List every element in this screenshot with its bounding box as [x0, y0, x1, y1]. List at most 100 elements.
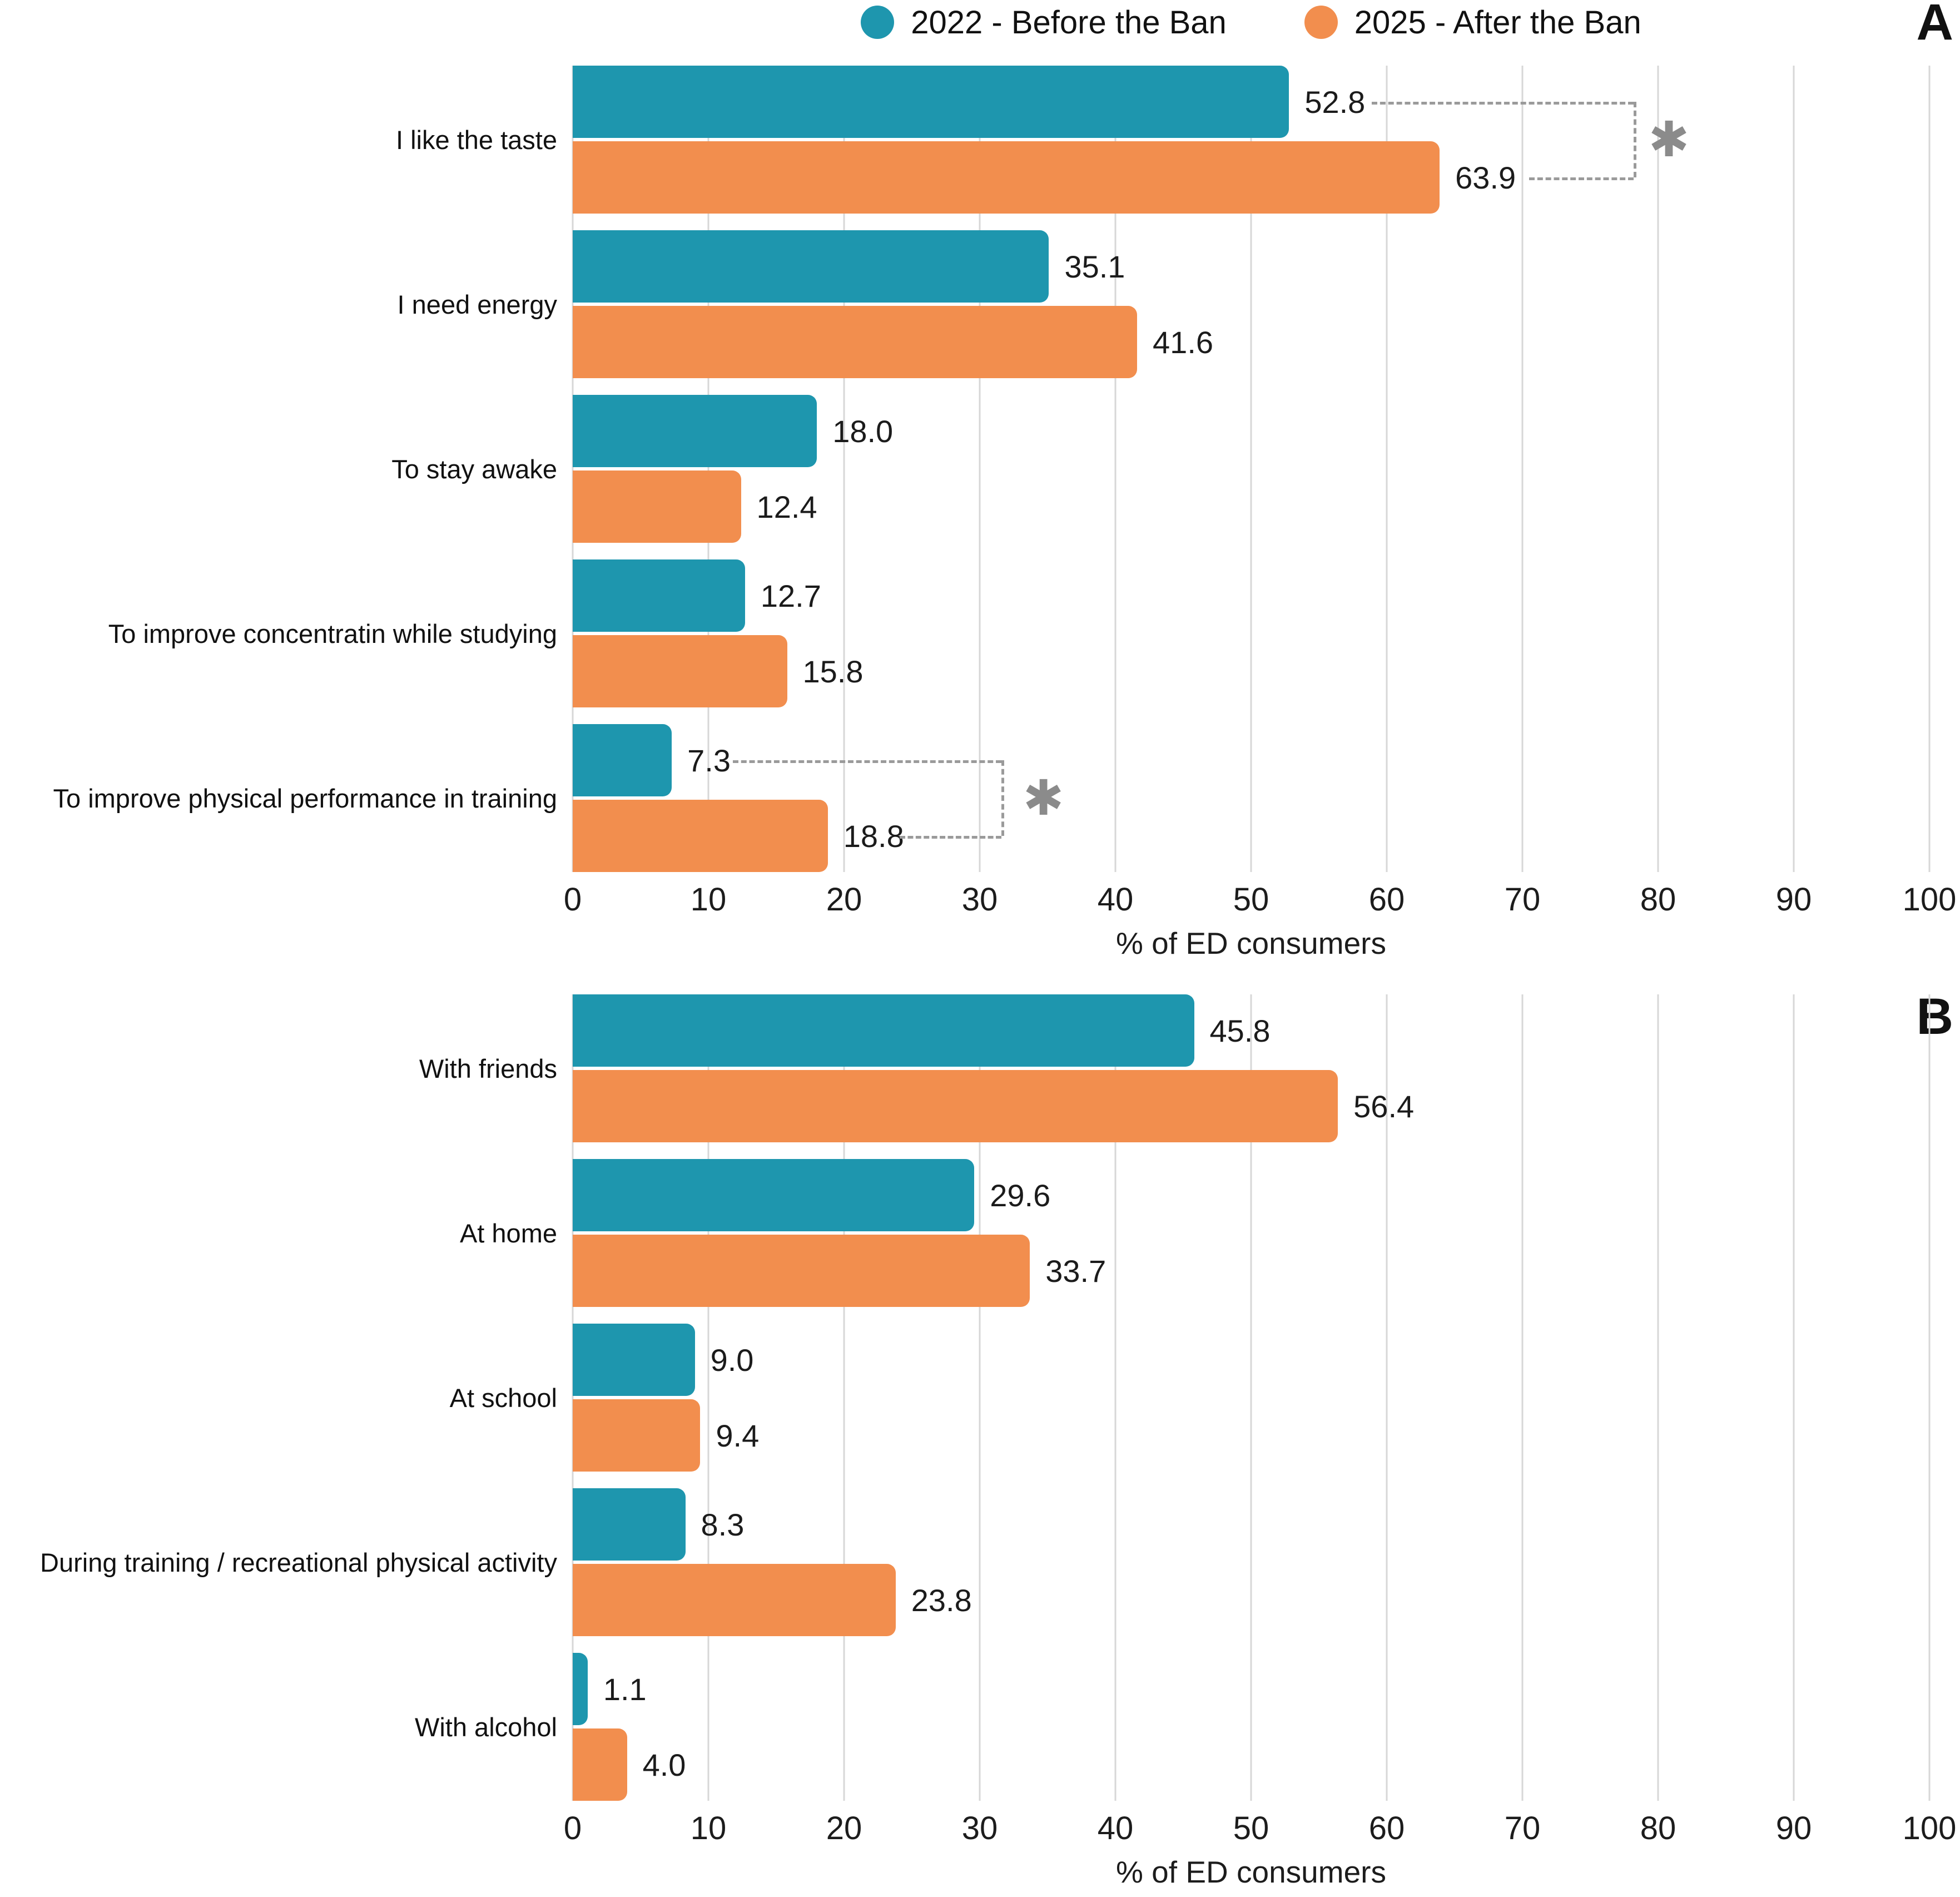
bar-line: 12.4 — [573, 470, 1929, 543]
bar-value-label: 23.8 — [911, 1582, 972, 1618]
panel-a: I like the taste 52.8 63.9 ✱ I need energy 35… — [0, 66, 1960, 961]
gridline — [1521, 994, 1524, 1801]
category-bars: 1.1 4.0 — [573, 1653, 1929, 1801]
gridline — [1793, 994, 1795, 1801]
bar-2025 — [573, 1235, 1030, 1307]
significance-bracket-bottom — [900, 836, 1002, 839]
category-label: To stay awake — [391, 454, 557, 484]
gridline — [979, 994, 981, 1801]
x-tick-label: 90 — [1775, 1810, 1812, 1846]
panel-b-letter: B — [1916, 988, 1953, 1045]
bar-line: 9.0 — [573, 1324, 1929, 1396]
bar-value-label: 29.6 — [990, 1177, 1051, 1213]
significance-bracket-vertical — [1001, 760, 1005, 836]
significance-bracket-top — [1372, 102, 1634, 105]
significance-asterisk: ✱ — [1648, 111, 1690, 168]
bar-line: 56.4 — [573, 1070, 1929, 1142]
gridline — [1114, 66, 1117, 872]
category-group: To stay awake 18.0 12.4 — [0, 395, 1960, 543]
category-bars: 9.0 9.4 — [573, 1324, 1929, 1472]
bar-value-label: 52.8 — [1304, 84, 1366, 120]
x-tick-label: 40 — [1097, 881, 1134, 918]
gridline — [1250, 66, 1252, 872]
panel-b-xaxis-title: % of ED consumers — [1115, 1855, 1386, 1889]
category-label: With friends — [419, 1053, 557, 1083]
significance-asterisk: ✱ — [1023, 769, 1064, 826]
x-tick-label: 80 — [1640, 881, 1676, 918]
bar-line: 63.9 — [573, 141, 1929, 214]
panel-a-plot: I like the taste 52.8 63.9 ✱ I need energy 35… — [0, 66, 1960, 872]
category-bars: 45.8 56.4 — [573, 994, 1929, 1142]
category-label: With alcohol — [415, 1712, 557, 1742]
category-label: During training / recreational physical … — [40, 1547, 557, 1577]
x-tick-label: 90 — [1775, 881, 1812, 918]
legend-label-2022: 2022 - Before the Ban — [911, 4, 1227, 41]
significance-bracket-vertical — [1634, 102, 1637, 177]
x-tick-label: 30 — [961, 1810, 998, 1846]
x-tick-label: 100 — [1902, 881, 1957, 918]
gridline — [1386, 994, 1388, 1801]
legend-item-2022: 2022 - Before the Ban — [861, 4, 1227, 41]
bar-value-label: 12.4 — [756, 489, 817, 524]
bar-2022 — [573, 724, 672, 796]
bar-line: 35.1 — [573, 230, 1929, 303]
category-bars: 35.1 41.6 — [573, 230, 1929, 378]
gridline — [1657, 994, 1659, 1801]
bar-value-label: 9.4 — [716, 1418, 760, 1453]
bar-line: 8.3 — [573, 1488, 1929, 1561]
category-bars: 12.7 15.8 — [573, 559, 1929, 707]
bar-line: 4.0 — [573, 1728, 1929, 1801]
x-tick-label: 100 — [1902, 1810, 1957, 1846]
gridline — [979, 66, 981, 872]
gridline — [1521, 66, 1524, 872]
bar-value-label: 18.8 — [843, 818, 904, 854]
bar-2022 — [573, 559, 745, 632]
gridline — [1928, 66, 1931, 872]
x-tick-label: 70 — [1504, 881, 1541, 918]
category-group: To improve physical performance in train… — [0, 724, 1960, 872]
bar-value-label: 63.9 — [1455, 160, 1516, 195]
bar-value-label: 4.0 — [642, 1747, 686, 1782]
x-tick-label: 50 — [1233, 881, 1269, 918]
bar-line: 9.4 — [573, 1399, 1929, 1472]
legend-circle-2022-icon — [861, 6, 895, 39]
category-label: At home — [459, 1218, 557, 1248]
category-label: At school — [449, 1383, 557, 1413]
x-tick-label: 20 — [826, 881, 862, 918]
bar-2022 — [573, 230, 1049, 303]
bar-value-label: 9.0 — [710, 1342, 754, 1378]
panel-a-groups: I like the taste 52.8 63.9 ✱ I need energy 35… — [0, 66, 1960, 872]
x-tick-label: 20 — [826, 1810, 862, 1846]
bar-2022 — [573, 1324, 695, 1396]
bar-2025 — [573, 635, 787, 707]
bar-value-label: 1.1 — [603, 1671, 647, 1707]
bar-value-label: 41.6 — [1153, 324, 1214, 360]
category-group: I like the taste 52.8 63.9 ✱ — [0, 66, 1960, 214]
bar-line: 33.7 — [573, 1235, 1929, 1307]
category-group: I need energy 35.1 41.6 — [0, 230, 1960, 378]
bar-2022 — [573, 1653, 588, 1725]
gridline — [1250, 994, 1252, 1801]
bar-line: 15.8 — [573, 635, 1929, 707]
panel-b: B With friends 45.8 56.4 At home 29.6 33.7 At … — [0, 988, 1960, 1890]
x-tick-label: 80 — [1640, 1810, 1676, 1846]
category-bars: 7.3 18.8 ✱ — [573, 724, 1929, 872]
bar-2025 — [573, 470, 741, 543]
bar-line: 29.6 — [573, 1159, 1929, 1231]
bar-line: 45.8 — [573, 994, 1929, 1067]
category-group: During training / recreational physical … — [0, 1488, 1960, 1636]
category-group: At school 9.0 9.4 — [0, 1324, 1960, 1472]
bar-value-label: 33.7 — [1045, 1253, 1106, 1289]
bar-2022 — [573, 395, 817, 467]
x-tick-label: 30 — [961, 881, 998, 918]
bar-2022 — [573, 994, 1194, 1067]
panel-b-gridlines — [572, 994, 1931, 1801]
bar-2025 — [573, 1399, 701, 1472]
bar-value-label: 18.0 — [832, 413, 894, 449]
gridline — [572, 66, 574, 872]
legend-item-2025: 2025 - After the Ban — [1304, 4, 1641, 41]
gridline — [1928, 994, 1931, 1801]
bar-2025 — [573, 1564, 896, 1636]
x-tick-label: 40 — [1097, 1810, 1134, 1846]
bar-line: 7.3 — [573, 724, 1929, 796]
